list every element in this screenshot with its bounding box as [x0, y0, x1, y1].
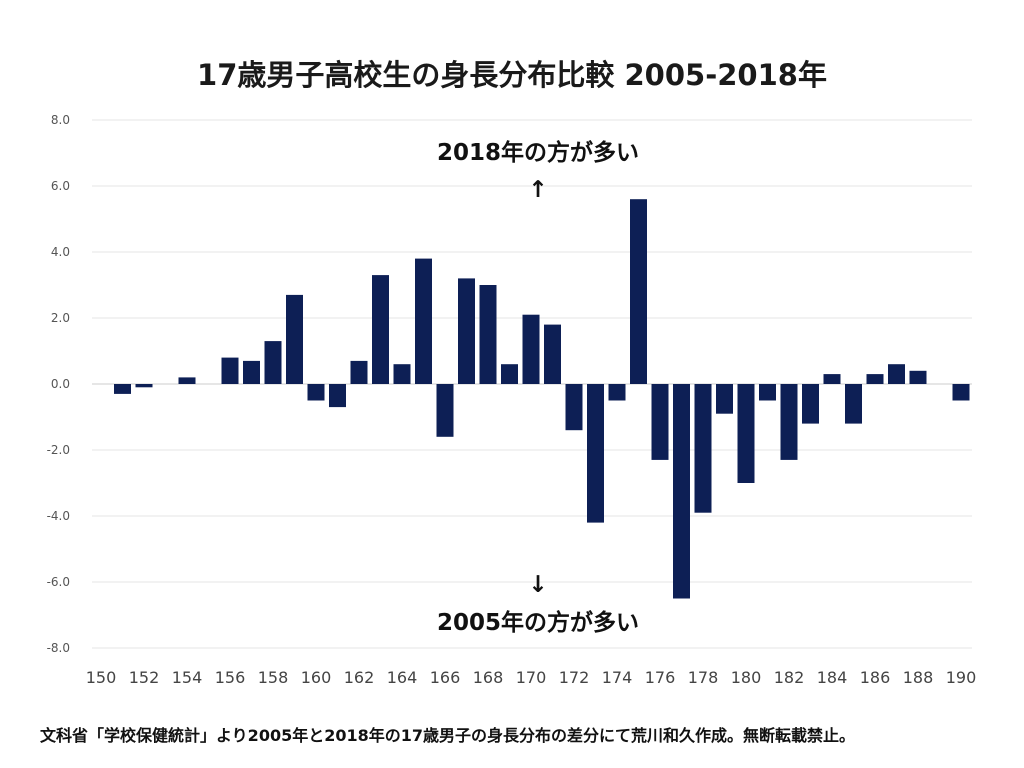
bar-183 — [802, 384, 819, 424]
bar-179 — [716, 384, 733, 414]
source-note: 文科省「学校保健統計」より2005年と2018年の17歳男子の身長分布の差分にて… — [40, 726, 856, 745]
x-tick-label: 160 — [301, 668, 332, 687]
bar-159 — [286, 294, 303, 384]
y-tick-label: -6.0 — [47, 575, 70, 589]
x-tick-label: 166 — [430, 668, 461, 687]
y-tick-label: 2.0 — [51, 311, 70, 325]
bar-164 — [393, 364, 411, 384]
bar-185 — [845, 384, 862, 424]
annotation-up-text: 2018年の方が多い — [437, 139, 639, 166]
bar-171 — [544, 324, 561, 384]
x-tick-label: 180 — [731, 668, 762, 687]
bar-162 — [350, 360, 368, 384]
bar-176 — [651, 384, 669, 460]
x-tick-label: 174 — [602, 668, 633, 687]
y-tick-label: 8.0 — [51, 113, 70, 127]
bar-178 — [694, 384, 712, 513]
x-tick-label: 190 — [946, 668, 977, 687]
bars — [114, 199, 970, 599]
bar-177 — [673, 384, 690, 599]
bar-156 — [221, 357, 239, 384]
x-tick-label: 150 — [86, 668, 117, 687]
bar-152 — [135, 384, 153, 388]
x-tick-label: 184 — [817, 668, 848, 687]
bar-158 — [264, 341, 282, 384]
y-axis-ticks: 8.0 6.0 4.0 2.0 0.0 -2.0 -4.0 -6.0 -8.0 — [47, 113, 70, 655]
bar-188 — [909, 370, 927, 384]
x-tick-label: 164 — [387, 668, 418, 687]
bar-154 — [178, 377, 196, 384]
bar-151 — [114, 384, 131, 394]
y-tick-label: 6.0 — [51, 179, 70, 193]
bar-186 — [866, 374, 884, 384]
bar-172 — [565, 384, 583, 431]
x-tick-label: 162 — [344, 668, 375, 687]
bar-173 — [587, 384, 604, 523]
x-tick-label: 168 — [473, 668, 504, 687]
x-tick-label: 172 — [559, 668, 590, 687]
annotation-down: ↓ 2005年の方が多い — [437, 572, 639, 636]
y-tick-label: -8.0 — [47, 641, 70, 655]
bar-160 — [307, 384, 325, 401]
bar-161 — [329, 384, 346, 408]
bar-170 — [522, 314, 540, 384]
bar-166 — [436, 384, 454, 437]
y-tick-label: -4.0 — [47, 509, 70, 523]
y-tick-label: -2.0 — [47, 443, 70, 457]
bar-175 — [630, 199, 647, 384]
chart-title: 17歳男子高校生の身長分布比較 2005-2018年 — [197, 58, 827, 92]
bar-180 — [737, 384, 755, 483]
x-tick-label: 186 — [860, 668, 891, 687]
bar-167 — [458, 278, 475, 384]
x-tick-label: 154 — [172, 668, 203, 687]
bar-174 — [608, 384, 626, 401]
up-arrow-icon: ↑ — [528, 177, 547, 203]
bar-168 — [479, 285, 497, 384]
annotation-up: 2018年の方が多い ↑ — [437, 139, 639, 203]
y-tick-label: 4.0 — [51, 245, 70, 259]
annotation-down-text: 2005年の方が多い — [437, 609, 639, 636]
bar-182 — [780, 384, 798, 460]
x-tick-label: 170 — [516, 668, 547, 687]
x-axis-ticks: 150 152 154 156 158 160 162 164 166 168 170 172 174 1… — [86, 668, 977, 687]
bar-163 — [372, 275, 389, 384]
x-tick-label: 176 — [645, 668, 676, 687]
x-tick-label: 178 — [688, 668, 719, 687]
bar-169 — [501, 364, 518, 384]
bar-187 — [888, 364, 905, 384]
bar-184 — [823, 374, 841, 384]
x-tick-label: 156 — [215, 668, 246, 687]
x-tick-label: 152 — [129, 668, 160, 687]
y-tick-label: 0.0 — [51, 377, 70, 391]
down-arrow-icon: ↓ — [528, 572, 547, 598]
bar-190 — [952, 384, 970, 401]
gridlines — [92, 119, 972, 649]
bar-165 — [415, 258, 432, 384]
bar-157 — [243, 360, 260, 384]
bar-181 — [759, 384, 776, 401]
x-tick-label: 188 — [903, 668, 934, 687]
x-tick-label: 158 — [258, 668, 289, 687]
x-tick-label: 182 — [774, 668, 805, 687]
